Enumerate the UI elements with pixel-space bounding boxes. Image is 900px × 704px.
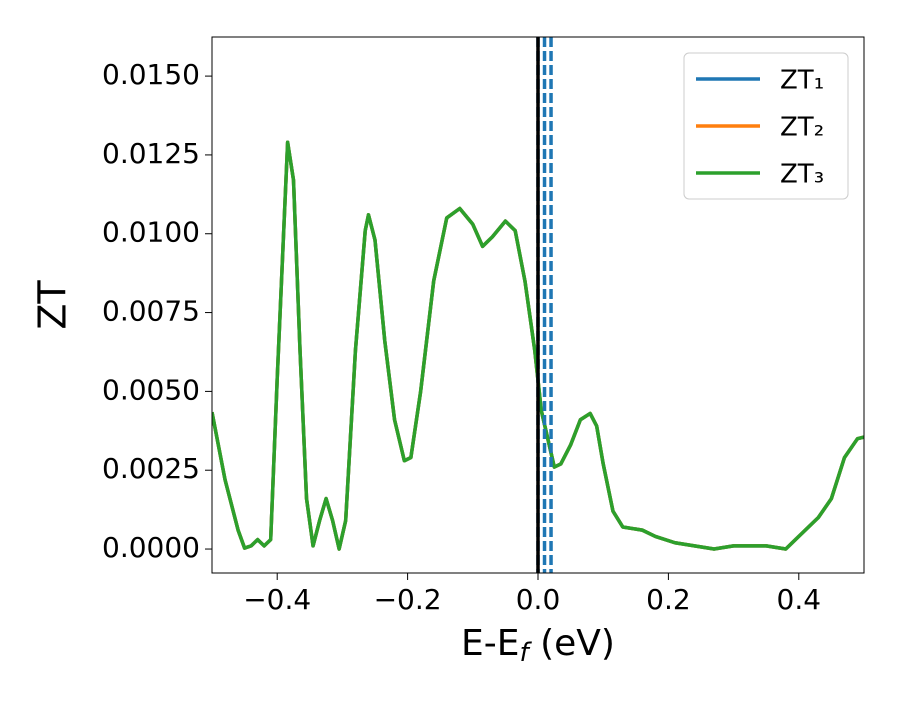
plot-area: [212, 37, 864, 573]
x-tick-label: 0.2: [646, 583, 691, 616]
y-tick-label: 0.0100: [102, 216, 200, 249]
y-tick-label: 0.0125: [102, 137, 200, 170]
x-label-main: E-E: [461, 623, 519, 664]
y-tick-label: 0.0025: [102, 452, 200, 485]
y-tick-label: 0.0150: [102, 58, 200, 91]
legend-box: [683, 52, 849, 200]
legend-label: ZT₃: [780, 160, 824, 190]
x-label-unit: (eV): [529, 623, 615, 664]
x-tick-label: −0.4: [243, 583, 311, 616]
x-axis-label: E-Ef (eV): [461, 623, 615, 668]
x-tick-label: 0.4: [777, 583, 822, 616]
legend-label: ZT₁: [780, 66, 824, 96]
y-tick-label: 0.0075: [102, 295, 200, 328]
y-tick-label: 0.0000: [102, 531, 200, 564]
data-line: [212, 140, 864, 551]
x-tick-label: 0.0: [516, 583, 561, 616]
y-tick-label: 0.0050: [102, 373, 200, 406]
legend-label: ZT₂: [780, 113, 824, 143]
plot-frame: [211, 36, 865, 574]
y-axis-label: ZT: [31, 280, 75, 330]
x-tick-label: −0.2: [374, 583, 442, 616]
